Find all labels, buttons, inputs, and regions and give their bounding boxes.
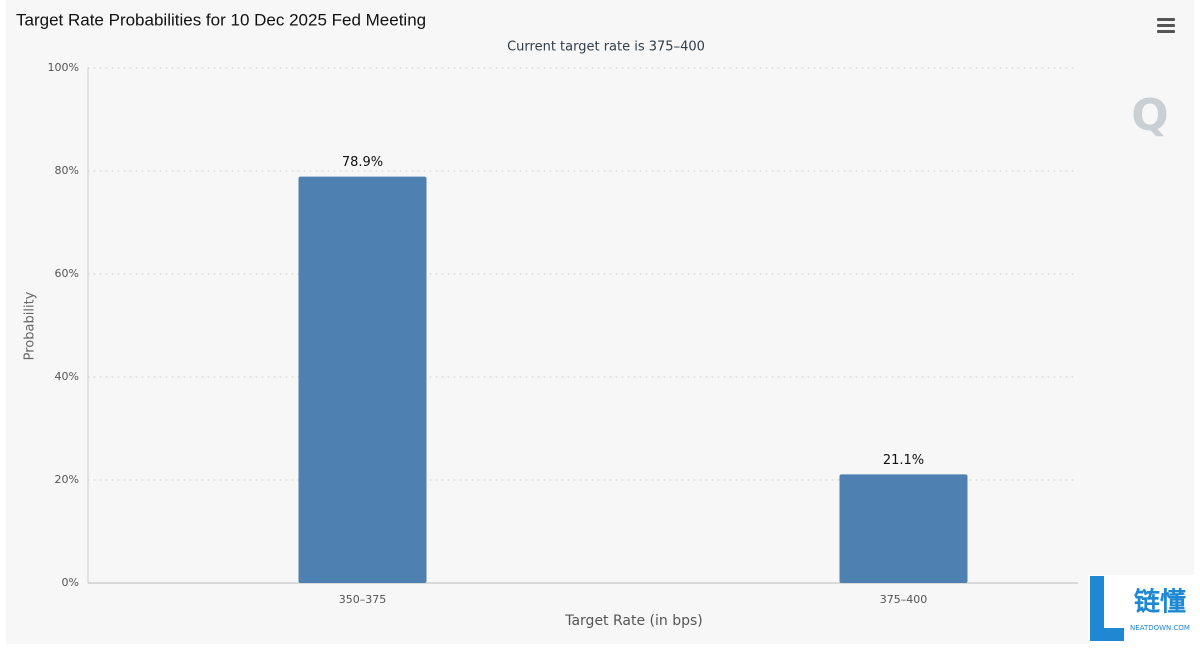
chart-background [6,0,1194,644]
bar [839,474,968,583]
y-tick-label: 0% [62,576,79,589]
chart-title: Target Rate Probabilities for 10 Dec 202… [16,10,426,29]
x-tick-label: 350–375 [339,593,387,606]
watermark-logo: Q [1131,90,1168,141]
brand-logo: 链懂 NEATDOWN.COM [1088,575,1200,644]
y-tick-label: 100% [48,61,79,74]
x-axis-label: Target Rate (in bps) [564,613,703,629]
y-axis-label: Probability [23,291,38,360]
data-label: 78.9% [342,155,383,170]
bar [298,176,427,584]
y-tick-label: 80% [55,164,79,177]
brand-subtext: NEATDOWN.COM [1130,624,1190,632]
menu-button[interactable] [1157,18,1175,33]
y-tick-label: 20% [55,473,79,486]
y-tick-label: 40% [55,370,79,383]
data-label: 21.1% [883,453,924,468]
x-tick-label: 375–400 [880,593,928,606]
chart-subtitle: Current target rate is 375–400 [507,40,705,55]
y-tick-label: 60% [55,267,79,280]
brand-text: 链懂 [1134,587,1186,618]
